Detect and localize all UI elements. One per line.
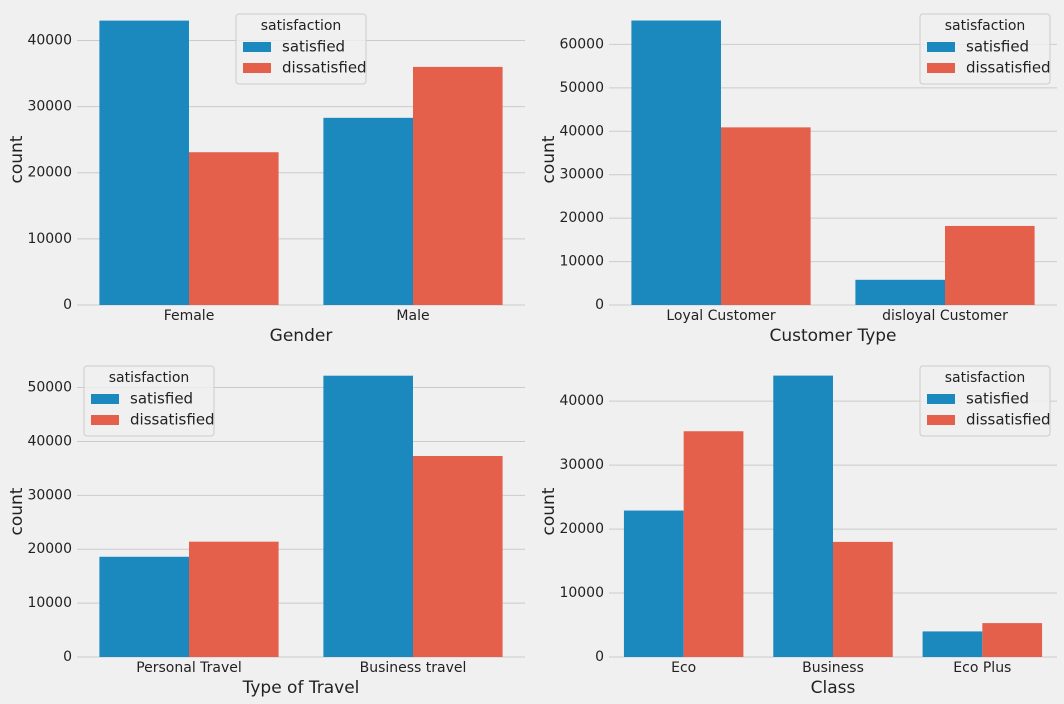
y-axis-label: count — [539, 135, 559, 183]
legend-swatch — [927, 63, 955, 73]
bar — [99, 20, 189, 305]
legend-label: satisfied — [282, 38, 345, 56]
bar — [189, 541, 279, 657]
bar — [855, 279, 945, 305]
y-tick-label: 0 — [595, 649, 604, 665]
y-tick-label: 40000 — [27, 433, 72, 449]
bar — [623, 510, 684, 657]
x-tick-label: Business travel — [360, 660, 467, 676]
y-tick-label: 30000 — [559, 167, 604, 183]
y-tick-label: 60000 — [559, 36, 604, 52]
legend: satisfaction satisfied dissatisfied — [83, 365, 215, 437]
y-tick-label: 10000 — [27, 231, 72, 247]
legend-label: dissatisfied — [130, 411, 215, 429]
bar — [833, 541, 893, 657]
legend-swatch — [927, 415, 955, 425]
legend-title: satisfaction — [261, 18, 342, 34]
legend-label: satisfied — [130, 390, 193, 408]
y-tick-label: 0 — [63, 649, 72, 665]
legend-swatch — [243, 63, 271, 73]
y-axis-label: count — [7, 487, 27, 535]
bar — [189, 152, 279, 305]
legend-label: dissatisfied — [966, 411, 1051, 429]
y-tick-label: 0 — [595, 297, 604, 313]
bar — [323, 117, 413, 305]
legend: satisfaction satisfied dissatisfied — [235, 13, 367, 85]
bar — [99, 556, 189, 657]
x-tick-label: Loyal Customer — [666, 308, 776, 324]
y-tick-label: 40000 — [559, 393, 604, 409]
legend-swatch — [927, 394, 955, 404]
bar — [945, 225, 1035, 305]
legend-label: dissatisfied — [966, 59, 1051, 77]
y-tick-label: 20000 — [27, 541, 72, 557]
bar — [773, 375, 833, 657]
y-tick-label: 20000 — [559, 210, 604, 226]
chart: 0 10000 20000 30000 40000 50000 60000 Loyal Cus… — [539, 13, 1057, 346]
legend-swatch — [927, 42, 955, 52]
y-tick-label: 30000 — [27, 99, 72, 115]
bar — [683, 431, 744, 657]
y-tick-label: 40000 — [559, 123, 604, 139]
y-axis-label: count — [539, 487, 559, 535]
x-tick-label: Eco — [671, 660, 696, 676]
legend-label: dissatisfied — [282, 59, 367, 77]
y-tick-label: 10000 — [27, 595, 72, 611]
legend-swatch — [91, 415, 119, 425]
y-tick-label: 20000 — [27, 165, 72, 181]
y-tick-label: 40000 — [27, 32, 72, 48]
bar — [413, 66, 503, 305]
bar — [413, 455, 503, 657]
y-tick-label: 50000 — [559, 80, 604, 96]
y-tick-label: 30000 — [559, 457, 604, 473]
x-tick-label: Personal Travel — [136, 660, 242, 676]
legend-title: satisfaction — [109, 370, 190, 386]
bar — [721, 127, 811, 305]
y-tick-label: 50000 — [27, 380, 72, 396]
y-tick-label: 0 — [63, 297, 72, 313]
x-tick-label: Business — [802, 660, 864, 676]
x-tick-label: Male — [396, 308, 429, 324]
bar — [631, 20, 721, 306]
legend-swatch — [243, 42, 271, 52]
chart: 0 10000 20000 30000 40000 Eco Business Eco Plus… — [539, 365, 1057, 698]
legend-title: satisfaction — [945, 370, 1026, 386]
x-tick-label: Eco Plus — [953, 660, 1011, 676]
y-tick-label: 10000 — [559, 585, 604, 601]
y-tick-label: 10000 — [559, 254, 604, 270]
legend-title: satisfaction — [945, 18, 1026, 34]
y-tick-label: 20000 — [559, 521, 604, 537]
y-tick-label: 30000 — [27, 487, 72, 503]
legend: satisfaction satisfied dissatisfied — [919, 365, 1051, 437]
bar — [982, 623, 1043, 657]
bar — [922, 631, 983, 657]
legend-label: satisfied — [966, 38, 1029, 56]
legend-swatch — [91, 394, 119, 404]
x-axis-label: Customer Type — [769, 326, 896, 346]
chart: 0 10000 20000 30000 40000 Female Male Gender cou… — [7, 13, 525, 346]
x-tick-label: Female — [164, 308, 215, 324]
x-tick-label: disloyal Customer — [882, 308, 1008, 324]
chart: 0 10000 20000 30000 40000 50000 Personal Trave… — [7, 365, 525, 698]
bar — [323, 375, 413, 657]
x-axis-label: Gender — [270, 326, 333, 346]
x-axis-label: Class — [811, 678, 856, 698]
legend-label: satisfied — [966, 390, 1029, 408]
legend: satisfaction satisfied dissatisfied — [919, 13, 1051, 85]
x-axis-label: Type of Travel — [242, 678, 360, 698]
y-axis-label: count — [7, 135, 27, 183]
